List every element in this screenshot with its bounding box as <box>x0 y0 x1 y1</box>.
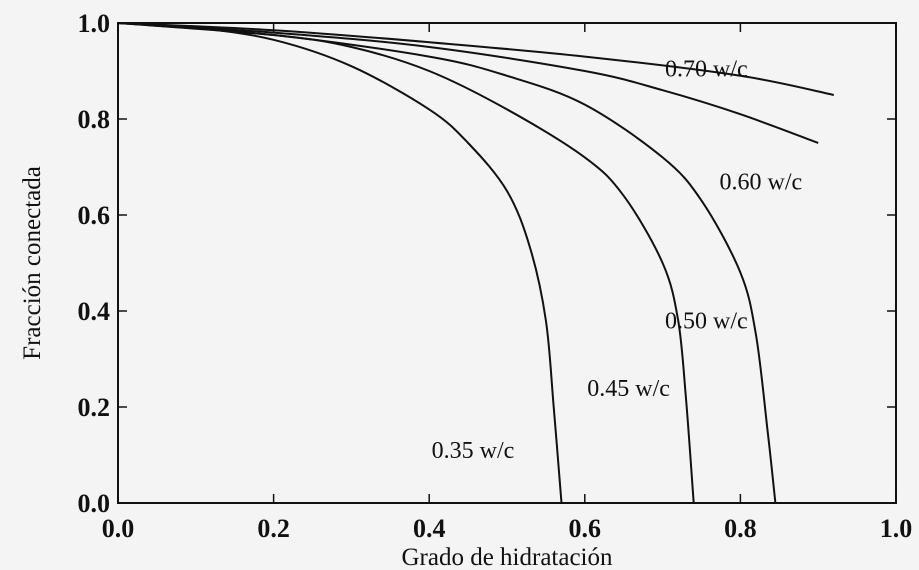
axis-ticks: 0.0 0.2 0.4 0.6 0.8 1.0 0.0 0.2 0.4 0.6 0.8 1.0 <box>78 9 913 543</box>
y-tick-label: 0.8 <box>78 105 111 134</box>
x-tick-label: 0.6 <box>569 514 602 543</box>
x-tick-label: 0.8 <box>724 514 757 543</box>
x-tick-label: 0.4 <box>413 514 446 543</box>
x-tick-label: 0.2 <box>257 514 290 543</box>
x-tick-label: 0.0 <box>102 514 135 543</box>
series-label: 0.70 w/c <box>665 57 748 83</box>
y-axis-title: Fracción conectada <box>19 166 46 360</box>
series-line-0-35-w-c <box>117 22 563 504</box>
y-tick-label: 0.4 <box>78 297 111 326</box>
y-tick-label: 0.2 <box>78 393 111 422</box>
y-tick-label: 0.0 <box>78 489 111 518</box>
series-labels: 0.70 w/c 0.60 w/c 0.50 w/c 0.45 w/c 0.35 w/c <box>432 57 803 465</box>
series-label: 0.60 w/c <box>720 169 803 195</box>
series-label: 0.45 w/c <box>587 376 670 402</box>
series-line-0-60-w-c <box>117 22 819 144</box>
series-label: 0.50 w/c <box>665 309 748 335</box>
x-tick-label: 1.0 <box>880 514 913 543</box>
series-label: 0.35 w/c <box>432 438 515 464</box>
series-line-0-45-w-c <box>117 22 695 504</box>
y-tick-label: 1.0 <box>78 9 111 38</box>
x-axis-title: Grado de hidratación <box>401 544 613 570</box>
y-tick-label: 0.6 <box>78 201 111 230</box>
plot-area-frame <box>117 22 897 504</box>
series-line-0-70-w-c <box>117 22 835 96</box>
series-layer <box>117 22 835 504</box>
